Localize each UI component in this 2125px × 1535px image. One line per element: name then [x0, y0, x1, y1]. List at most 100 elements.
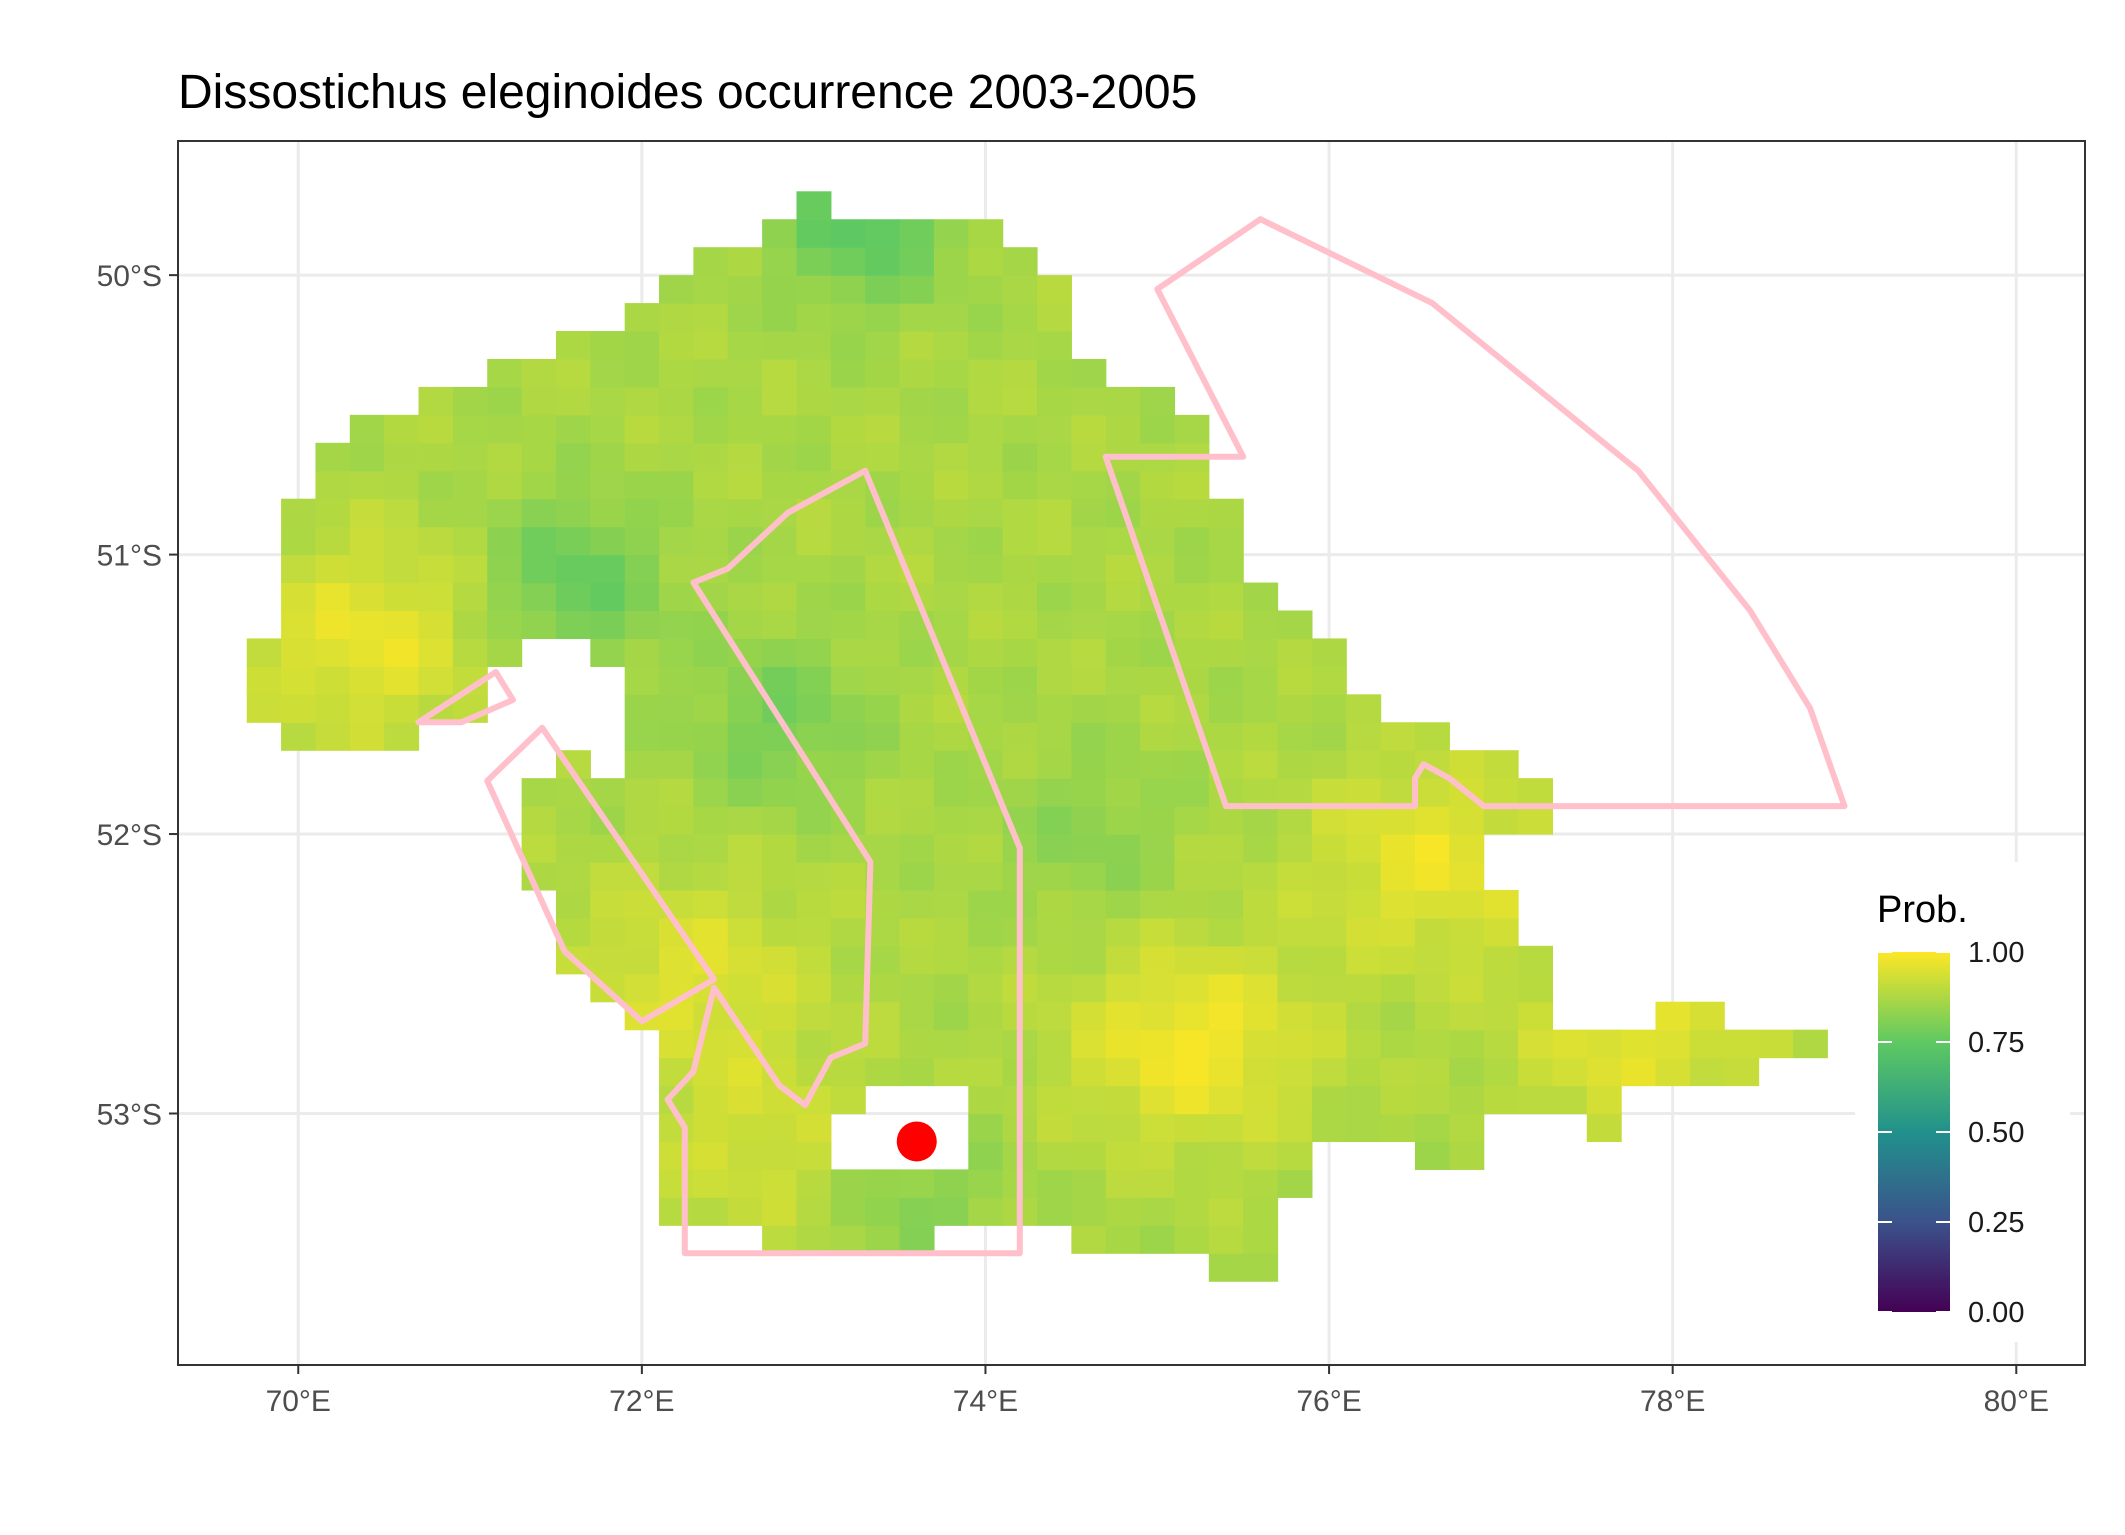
raster-cell — [1518, 1001, 1554, 1031]
raster-cell — [1037, 470, 1072, 500]
raster-cell — [1174, 470, 1210, 500]
raster-cell — [1311, 1057, 1347, 1087]
raster-cell — [1243, 666, 1279, 695]
raster-cell — [659, 386, 695, 416]
raster-cell — [762, 917, 798, 947]
raster-cell — [796, 219, 832, 248]
raster-cell — [1380, 1001, 1416, 1031]
raster-cell — [418, 414, 454, 444]
raster-cell — [1586, 1085, 1622, 1115]
raster-cell — [1689, 1057, 1725, 1087]
raster-cell — [796, 694, 832, 723]
raster-cell — [899, 889, 935, 919]
raster-cell — [1380, 778, 1416, 807]
raster-cell — [452, 554, 488, 584]
raster-cell — [281, 666, 317, 695]
raster-cell — [315, 610, 351, 640]
legend-title: Prob. — [1877, 889, 1968, 931]
raster-cell — [1380, 1057, 1416, 1087]
raster-cell — [246, 666, 282, 695]
raster-cell — [1311, 1113, 1347, 1143]
raster-cell — [727, 582, 763, 612]
raster-cell — [762, 414, 798, 444]
raster-cell — [1346, 917, 1382, 947]
raster-cell — [1105, 1141, 1141, 1170]
raster-cell — [1002, 247, 1038, 276]
raster-cell — [1311, 694, 1347, 723]
raster-cell — [1311, 1001, 1347, 1031]
raster-cell — [933, 470, 969, 500]
raster-cell — [1174, 917, 1210, 947]
raster-cell — [865, 1057, 901, 1087]
raster-cell — [796, 386, 832, 416]
zone-polygon-1 — [664, 467, 1023, 1257]
raster-cell — [349, 722, 385, 751]
raster-cell — [1518, 1057, 1554, 1087]
raster-cell — [865, 1029, 901, 1059]
raster-cell — [1621, 1057, 1657, 1087]
raster-cell — [1037, 414, 1072, 444]
raster-cell — [1037, 1113, 1072, 1143]
raster-cell — [1140, 973, 1176, 1003]
raster-cell — [796, 806, 832, 835]
raster-cell — [968, 470, 1004, 500]
raster-cell — [1277, 638, 1313, 667]
raster-cell — [1071, 582, 1107, 612]
raster-cell — [555, 554, 591, 584]
raster-cell — [1071, 638, 1107, 667]
raster-cell — [1449, 1141, 1485, 1170]
raster-cell — [933, 442, 969, 472]
raster-cell — [1002, 358, 1038, 388]
chart-title: Dissostichus eleginoides occurrence 2003… — [178, 66, 1197, 119]
raster-cell — [1277, 1029, 1313, 1059]
raster-cell — [1105, 1169, 1141, 1198]
raster-cell — [933, 973, 969, 1003]
raster-cell — [1208, 806, 1244, 835]
raster-cell — [1105, 778, 1141, 807]
raster-cell — [521, 554, 557, 584]
raster-cell — [315, 498, 351, 528]
raster-cell — [1037, 358, 1072, 388]
raster-cell — [1140, 861, 1176, 891]
raster-cell — [1311, 638, 1347, 667]
raster-cell — [899, 358, 935, 388]
raster-cell — [1002, 610, 1038, 640]
raster-cell — [762, 1197, 798, 1226]
raster-cell — [727, 554, 763, 584]
raster-cell — [521, 414, 557, 444]
raster-cell — [796, 889, 832, 919]
raster-cell — [1311, 973, 1347, 1003]
raster-cell — [1105, 610, 1141, 640]
raster-cell — [1071, 442, 1107, 472]
raster-cell — [659, 1141, 695, 1170]
raster-cell — [933, 526, 969, 556]
raster-cell — [521, 778, 557, 807]
raster-cell — [796, 861, 832, 891]
raster-cell — [349, 498, 385, 528]
raster-cell — [659, 303, 695, 332]
raster-cell — [1174, 1057, 1210, 1087]
raster-cell — [281, 638, 317, 667]
raster-cell — [968, 1085, 1004, 1115]
raster-cell — [1346, 1057, 1382, 1087]
raster-cell — [693, 386, 729, 416]
raster-cell — [1346, 834, 1382, 863]
raster-cell — [830, 666, 866, 695]
raster-cell — [1414, 1057, 1450, 1087]
raster-cell — [521, 442, 557, 472]
raster-cell — [796, 554, 832, 584]
raster-cell — [762, 442, 798, 472]
raster-cell — [830, 386, 866, 416]
raster-cell — [899, 806, 935, 835]
raster-cell — [1414, 917, 1450, 947]
raster-cell — [727, 498, 763, 528]
raster-cell — [762, 219, 798, 248]
raster-cell — [1380, 973, 1416, 1003]
raster-cell — [1140, 722, 1176, 751]
raster-cell — [865, 219, 901, 248]
raster-cell — [349, 582, 385, 612]
raster-cell — [452, 582, 488, 612]
raster-cell — [796, 945, 832, 975]
raster-cell — [1174, 889, 1210, 919]
raster-cell — [1174, 778, 1210, 807]
